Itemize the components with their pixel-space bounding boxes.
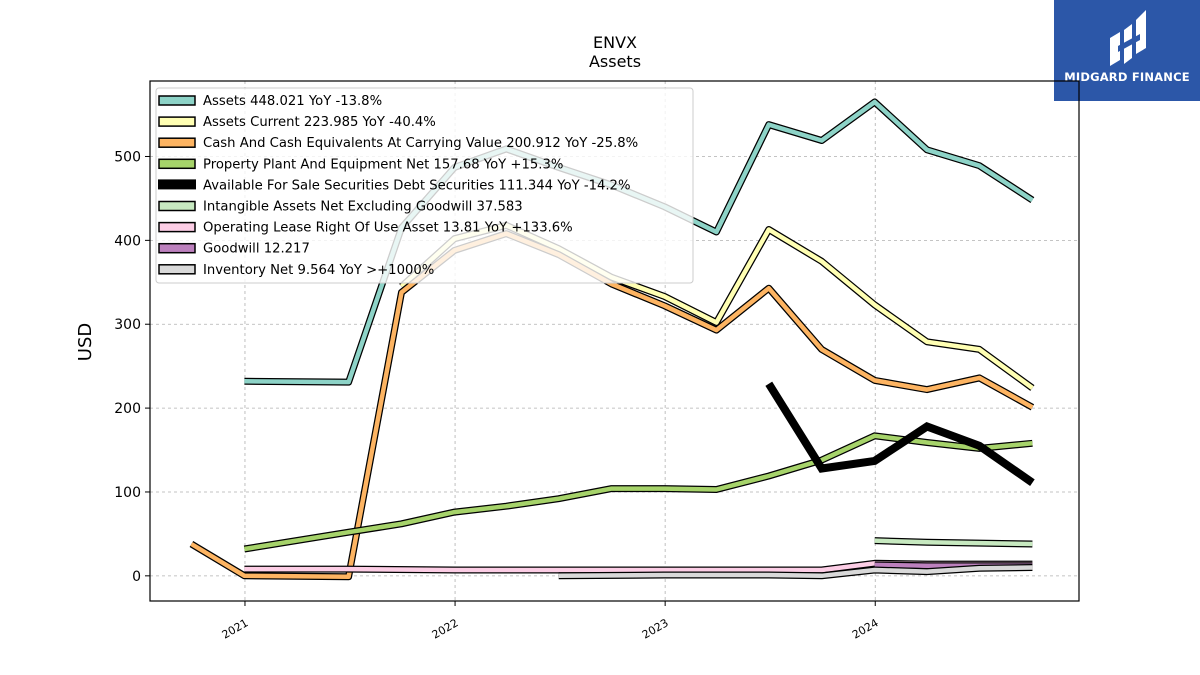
series-6 <box>874 537 1033 548</box>
legend-label: Assets Current 223.985 YoY -40.4% <box>203 115 436 130</box>
legend-swatch <box>158 242 196 254</box>
x-tick-label: 2021 <box>220 616 251 641</box>
series-line <box>874 538 1033 547</box>
legend-label: Available For Sale Securities Debt Secur… <box>203 178 630 193</box>
legend-swatch <box>158 179 196 190</box>
legend-label: Property Plant And Equipment Net 157.68 … <box>203 157 563 172</box>
series-line <box>190 231 1034 579</box>
series-9 <box>558 564 1033 580</box>
legend-label: Inventory Net 9.564 YoY >+1000% <box>203 263 434 278</box>
legend-label: Intangible Assets Net Excluding Goodwill… <box>203 200 523 215</box>
series-5 <box>765 381 1035 486</box>
series-line <box>765 381 1035 486</box>
chart-title: ENVX <box>593 33 637 52</box>
legend-item: Cash And Cash Equivalents At Carrying Va… <box>158 136 638 151</box>
y-tick-label: 300 <box>114 317 141 333</box>
legend-swatch <box>158 137 196 148</box>
x-tick-label: 2022 <box>430 616 461 641</box>
y-tick-label: 500 <box>114 149 141 165</box>
legend-label: Goodwill 12.217 <box>203 242 310 257</box>
legend-item: Goodwill 12.217 <box>158 242 310 257</box>
legend-item: Property Plant And Equipment Net 157.68 … <box>158 157 563 172</box>
legend-swatch <box>158 221 196 233</box>
legend-item: Operating Lease Right Of Use Asset 13.81… <box>158 221 573 236</box>
series-line <box>558 565 1033 579</box>
legend-label: Assets 448.021 YoY -13.8% <box>203 94 382 109</box>
y-tick-label: 400 <box>114 233 141 249</box>
legend-item: Assets 448.021 YoY -13.8% <box>158 94 382 109</box>
x-tick-label: 2023 <box>640 616 671 641</box>
x-tick-label: 2024 <box>850 616 881 641</box>
midgard-logo-icon <box>1110 10 1146 66</box>
y-tick-label: 100 <box>114 485 141 501</box>
plot-frame <box>149 80 1080 602</box>
legend-label: Cash And Cash Equivalents At Carrying Va… <box>203 136 638 151</box>
legend-item: Available For Sale Securities Debt Secur… <box>158 178 630 193</box>
legend-swatch <box>158 200 196 212</box>
y-tick-label: 0 <box>132 569 141 585</box>
legend-swatch <box>158 264 196 275</box>
legend-box <box>155 87 694 284</box>
y-axis-label: USD <box>75 323 96 361</box>
legend-swatch <box>158 158 196 170</box>
chart-subtitle: Assets <box>589 52 641 71</box>
brand-name: MIDGARD FINANCE <box>1064 70 1190 84</box>
y-tick-label: 200 <box>114 401 141 417</box>
legend-item: Intangible Assets Net Excluding Goodwill… <box>158 200 523 215</box>
legend-swatch <box>158 95 196 106</box>
legend-item: Assets Current 223.985 YoY -40.4% <box>158 115 436 130</box>
series-3 <box>189 230 1035 581</box>
brand-logo: MIDGARD FINANCE <box>1054 0 1200 101</box>
legend-swatch <box>158 116 196 127</box>
legend-item: Inventory Net 9.564 YoY >+1000% <box>158 263 434 278</box>
legend: Assets 448.021 YoY -13.8% Assets Current … <box>155 87 694 284</box>
legend-label: Operating Lease Right Of Use Asset 13.81… <box>203 221 573 236</box>
